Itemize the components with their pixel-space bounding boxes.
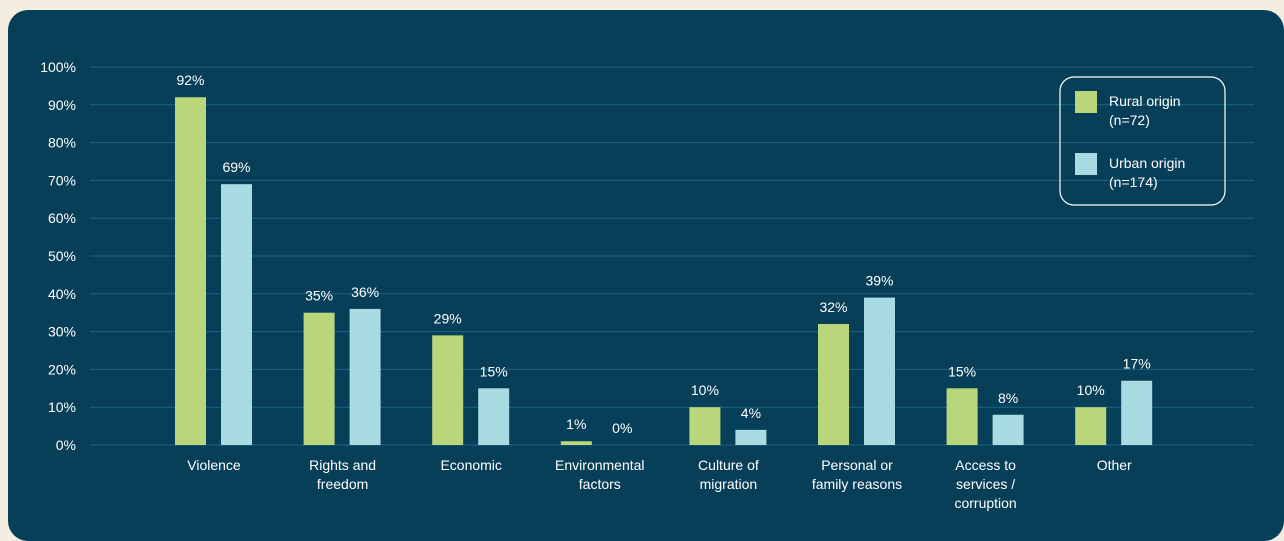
category-label: Other bbox=[1097, 457, 1132, 473]
category-label-line: services / bbox=[956, 476, 1015, 492]
y-tick-label: 80% bbox=[48, 135, 76, 151]
bars bbox=[175, 97, 1153, 446]
urban-bar bbox=[478, 388, 510, 445]
data-label: 29% bbox=[434, 310, 462, 326]
rural-bar bbox=[1075, 407, 1107, 445]
legend-label: Rural origin (n=72) bbox=[1109, 93, 1181, 128]
category-label: Economic bbox=[440, 457, 501, 473]
legend-label-line: (n=174) bbox=[1109, 174, 1158, 190]
urban-bar bbox=[735, 429, 767, 445]
data-label: 17% bbox=[1123, 356, 1151, 372]
chart-panel: 0% 10% 20% 30% 40% 50% 60% 70% 80% 90% 100% 92% 69%… bbox=[8, 10, 1284, 541]
legend-label-line: Rural origin bbox=[1109, 93, 1181, 109]
data-label: 15% bbox=[948, 363, 976, 379]
category-label: Culture of migration bbox=[698, 457, 759, 492]
category-label-line: Economic bbox=[440, 457, 501, 473]
data-label: 92% bbox=[176, 72, 204, 88]
data-label: 10% bbox=[1077, 382, 1105, 398]
y-tick-label: 70% bbox=[48, 172, 76, 188]
legend: Rural origin (n=72) Urban origin (n=174) bbox=[1059, 76, 1226, 206]
y-tick-label: 100% bbox=[40, 59, 76, 75]
legend-swatch bbox=[1075, 153, 1097, 175]
data-labels: 92% 69% 35% 36% 29% 15% 1% 0% 10% 4% 32% 39% 15% 8% 10… bbox=[176, 72, 1150, 436]
rural-bar bbox=[175, 97, 206, 446]
rural-bar bbox=[432, 335, 464, 445]
rural-bar bbox=[560, 441, 592, 445]
urban-bar bbox=[349, 308, 381, 445]
y-tick-label: 90% bbox=[48, 97, 76, 113]
category-label-line: migration bbox=[700, 476, 758, 492]
data-label: 1% bbox=[566, 416, 586, 432]
urban-bar bbox=[1121, 380, 1153, 445]
y-tick-label: 40% bbox=[48, 286, 76, 302]
category-label-line: factors bbox=[579, 476, 621, 492]
category-label: Violence bbox=[187, 457, 241, 473]
legend-label-line: Urban origin bbox=[1109, 155, 1185, 171]
y-axis-ticks: 0% 10% 20% 30% 40% 50% 60% 70% 80% 90% 100% bbox=[40, 59, 76, 453]
data-label: 10% bbox=[691, 382, 719, 398]
data-label: 32% bbox=[819, 299, 847, 315]
legend-box bbox=[1059, 76, 1226, 206]
data-label: 15% bbox=[480, 363, 508, 379]
category-label: Access to services / corruption bbox=[954, 457, 1016, 511]
category-label: Personal or family reasons bbox=[812, 457, 902, 492]
category-label-line: family reasons bbox=[812, 476, 902, 492]
category-label: Rights and freedom bbox=[309, 457, 376, 492]
urban-bar bbox=[992, 414, 1024, 445]
bar-chart: 0% 10% 20% 30% 40% 50% 60% 70% 80% 90% 100% 92% 69%… bbox=[40, 59, 1254, 511]
category-label-line: corruption bbox=[954, 495, 1016, 511]
y-tick-label: 60% bbox=[48, 210, 76, 226]
data-label: 0% bbox=[612, 420, 632, 436]
data-label: 35% bbox=[305, 288, 333, 304]
data-label: 36% bbox=[351, 284, 379, 300]
category-label-line: Culture of bbox=[698, 457, 759, 473]
urban-bar bbox=[221, 184, 252, 445]
category-label-line: Other bbox=[1097, 457, 1132, 473]
category-label-line: Personal or bbox=[821, 457, 893, 473]
y-tick-label: 10% bbox=[48, 399, 76, 415]
legend-label: Urban origin (n=174) bbox=[1109, 155, 1185, 190]
category-label-line: Rights and bbox=[309, 457, 376, 473]
rural-bar bbox=[946, 388, 978, 445]
data-label: 8% bbox=[998, 390, 1018, 406]
data-label: 69% bbox=[222, 159, 250, 175]
y-tick-label: 30% bbox=[48, 324, 76, 340]
category-label-line: Violence bbox=[187, 457, 241, 473]
y-tick-label: 0% bbox=[56, 437, 76, 453]
rural-bar bbox=[818, 324, 849, 445]
x-axis-categories: Violence Rights and freedom Economic Environ… bbox=[187, 457, 1132, 511]
data-label: 4% bbox=[741, 405, 761, 421]
legend-swatch bbox=[1075, 91, 1097, 113]
legend-label-line: (n=72) bbox=[1109, 112, 1150, 128]
urban-bar bbox=[864, 297, 895, 445]
category-label: Environmental factors bbox=[555, 457, 645, 492]
category-label-line: Environmental bbox=[555, 457, 645, 473]
y-tick-label: 50% bbox=[48, 248, 76, 264]
rural-bar bbox=[303, 312, 335, 445]
rural-bar bbox=[689, 407, 721, 445]
category-label-line: Access to bbox=[955, 457, 1016, 473]
data-label: 39% bbox=[865, 273, 893, 289]
y-tick-label: 20% bbox=[48, 361, 76, 377]
category-label-line: freedom bbox=[317, 476, 368, 492]
